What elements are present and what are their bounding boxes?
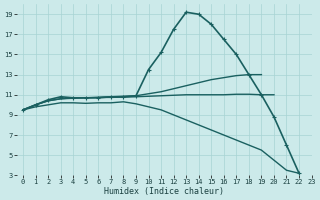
X-axis label: Humidex (Indice chaleur): Humidex (Indice chaleur): [104, 187, 224, 196]
